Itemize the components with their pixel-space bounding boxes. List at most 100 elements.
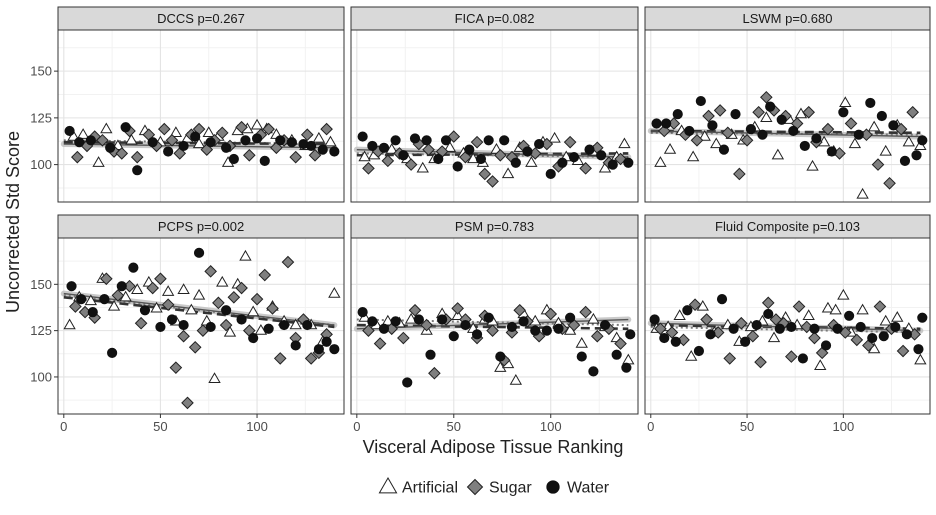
point-artificial [358, 150, 371, 162]
point-artificial [385, 143, 398, 154]
y-tick-label: 150 [30, 64, 52, 79]
point-water [820, 340, 832, 351]
point-sugar [746, 329, 760, 343]
point-water [576, 351, 587, 362]
point-artificial [216, 275, 229, 287]
point-artificial [837, 288, 850, 300]
point-water [844, 310, 855, 321]
point-water [390, 316, 401, 327]
point-water [166, 314, 178, 325]
point-sugar [808, 331, 821, 345]
facet-panel: Fluid Composite p=0.103 0 50 100 [644, 214, 931, 434]
point-sugar [896, 344, 910, 358]
legend-label-artificial: Artificial [402, 480, 458, 497]
point-sugar [100, 272, 113, 286]
point-water [584, 144, 595, 155]
point-artificial [509, 374, 523, 385]
point-sugar [304, 352, 318, 365]
point-water [684, 125, 695, 137]
point-water [357, 131, 368, 142]
point-water [259, 155, 270, 166]
point-sugar [273, 352, 287, 365]
point-artificial [192, 288, 206, 300]
point-sugar [505, 326, 519, 339]
point-water [565, 312, 576, 323]
point-sugar [567, 318, 581, 332]
point-water [607, 159, 618, 170]
point-artificial [177, 283, 190, 295]
point-artificial [202, 126, 215, 137]
point-water [917, 312, 928, 323]
point-sugar [320, 122, 333, 136]
legend-item-artificial: Artificial [378, 476, 458, 497]
facet-panel: DCCS p=0.267 100 125 150 [30, 6, 345, 203]
point-water [139, 305, 151, 316]
point-artificial [698, 129, 711, 141]
point-artificial [169, 126, 183, 137]
point-water [279, 319, 290, 331]
point-artificial [618, 137, 631, 149]
point-water [132, 165, 143, 176]
point-water [66, 281, 77, 292]
point-sugar [850, 333, 864, 347]
point-sugar [281, 255, 295, 269]
point-sugar [486, 175, 499, 188]
point-artificial [771, 148, 785, 160]
point-sugar [177, 329, 190, 343]
point-water [236, 314, 247, 325]
point-sugar [665, 326, 679, 339]
point-artificial [250, 118, 264, 130]
point-water [541, 325, 552, 336]
point-water [890, 321, 901, 333]
point-sugar [494, 148, 507, 162]
point-water [413, 314, 424, 325]
point-water [483, 135, 494, 146]
point-water [534, 138, 545, 150]
point-sugar [362, 324, 375, 337]
point-artificial [107, 299, 121, 311]
point-water [826, 146, 837, 157]
point-sugar [721, 126, 735, 140]
data-points [357, 130, 634, 188]
point-water [799, 140, 810, 152]
point-artificial [829, 303, 842, 315]
trend-line-sugar [650, 130, 921, 138]
point-sugar [470, 135, 484, 149]
point-water [913, 344, 924, 355]
point-sugar [212, 296, 225, 310]
point-sugar [258, 268, 272, 282]
facet-title: PSM p=0.783 [455, 219, 534, 234]
point-water [765, 101, 776, 112]
point-water [495, 351, 506, 362]
point-water [483, 312, 494, 323]
point-water [378, 323, 390, 334]
point-water [321, 336, 332, 347]
point-water [716, 294, 728, 305]
point-artificial [328, 286, 341, 298]
point-water [128, 262, 139, 273]
point-artificial [814, 359, 827, 370]
point-water [74, 137, 85, 148]
point-sugar [690, 133, 704, 147]
point-water [705, 329, 716, 340]
point-water [730, 109, 741, 120]
x-tick-label: 100 [540, 419, 562, 434]
point-water [390, 135, 401, 146]
point-water [557, 157, 568, 168]
point-sugar [181, 396, 194, 410]
point-water [588, 366, 599, 377]
point-sugar [579, 305, 592, 319]
point-artificial [443, 141, 457, 152]
point-water [64, 125, 75, 137]
point-sugar [428, 366, 441, 380]
point-water [611, 349, 622, 360]
point-water [421, 135, 432, 146]
point-water [788, 125, 799, 137]
point-sugar [188, 340, 202, 354]
point-artificial [902, 135, 916, 147]
point-sugar [420, 318, 433, 332]
point-sugar [486, 324, 499, 337]
facet-title: FICA p=0.082 [455, 11, 535, 26]
x-tick-label: 0 [353, 419, 360, 434]
